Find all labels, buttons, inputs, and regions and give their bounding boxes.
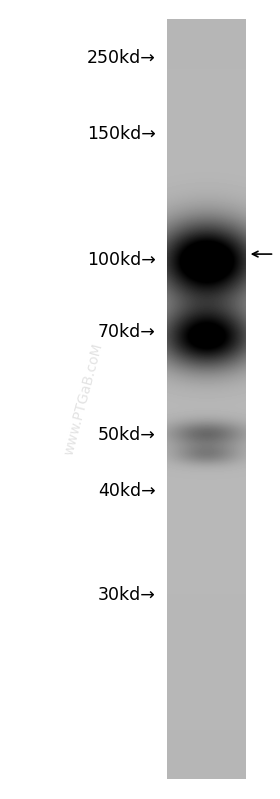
Text: 30kd→: 30kd→: [98, 586, 155, 604]
Text: 100kd→: 100kd→: [87, 251, 155, 268]
Text: 70kd→: 70kd→: [98, 323, 155, 340]
Text: 50kd→: 50kd→: [98, 427, 155, 444]
Text: www.PTGaB.coM: www.PTGaB.coM: [62, 342, 106, 457]
Text: 150kd→: 150kd→: [87, 125, 155, 143]
Text: 250kd→: 250kd→: [87, 50, 155, 67]
Text: 40kd→: 40kd→: [98, 483, 155, 500]
